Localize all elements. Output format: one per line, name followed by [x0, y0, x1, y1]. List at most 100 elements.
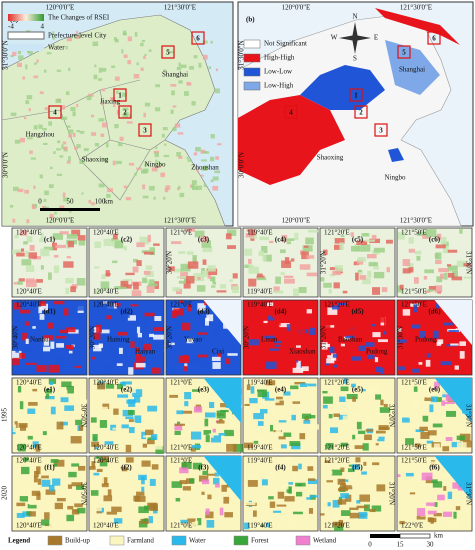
rsei-patch: [210, 179, 214, 183]
texture: [462, 440, 473, 448]
texture: [436, 397, 442, 402]
texture: [40, 380, 45, 384]
texture: [283, 391, 291, 396]
texture: [362, 312, 368, 317]
texture: [179, 467, 189, 474]
legend-swatch: [109, 535, 125, 546]
texture: [16, 502, 26, 507]
rsei-patch: [28, 50, 34, 55]
texture: [435, 303, 440, 309]
scale-label: 100: [95, 198, 106, 206]
texture: [187, 261, 199, 269]
rsei-patch: [177, 132, 184, 135]
texture: [249, 398, 258, 404]
texture: [190, 446, 196, 452]
rsei-patch: [39, 174, 43, 179]
texture: [35, 279, 43, 283]
texture: [301, 341, 312, 350]
rsei-patch: [94, 142, 99, 147]
texture: [191, 444, 201, 449]
texture: [456, 260, 467, 268]
texture: [285, 238, 295, 241]
texture: [180, 271, 189, 279]
texture: [44, 512, 50, 520]
rsei-patch: [31, 204, 36, 210]
coord-label: 30°50'N: [79, 482, 87, 505]
map-b-low-low: [300, 65, 385, 110]
texture: [125, 385, 136, 393]
texture: [275, 276, 282, 284]
rsei-patch: [59, 155, 64, 158]
lat-label: 30°0'0"N: [2, 152, 10, 178]
texture: [442, 322, 453, 326]
texture: [153, 243, 160, 246]
rsei-patch: [38, 124, 43, 129]
study-box: [113, 88, 127, 102]
panel-label: (d6): [428, 308, 441, 316]
rsei-patch: [196, 185, 202, 190]
texture: [94, 333, 101, 340]
texture: [94, 241, 102, 249]
texture: [272, 400, 280, 403]
lat-label: 30°0'0"N: [238, 152, 246, 178]
texture: [243, 304, 253, 312]
rsei-patch: [33, 75, 39, 79]
texture: [121, 424, 129, 429]
rsei-patch: [106, 193, 111, 198]
rsei-patch: [88, 93, 94, 97]
texture: [224, 433, 234, 437]
texture: [44, 395, 55, 400]
texture: [381, 287, 388, 293]
rsei-patch: [43, 69, 47, 73]
coord-label: 120°40'E: [16, 288, 42, 296]
texture: [385, 302, 394, 307]
texture: [284, 484, 290, 490]
texture: [309, 472, 317, 479]
texture: [342, 290, 348, 294]
texture: [19, 230, 28, 236]
texture: [142, 277, 147, 283]
texture: [66, 514, 75, 522]
texture: [97, 302, 104, 310]
texture: [154, 316, 162, 321]
coord-label: 119°40'E: [247, 379, 273, 387]
texture: [380, 399, 384, 406]
texture: [433, 520, 444, 523]
texture: [270, 317, 281, 326]
rsei-patch: [202, 54, 208, 60]
texture: [170, 520, 181, 528]
texture: [58, 358, 65, 367]
texture: [94, 266, 100, 269]
texture: [256, 437, 264, 443]
place-label: Yuyao: [184, 336, 202, 344]
texture: [28, 252, 37, 259]
texture: [375, 430, 386, 434]
place-label: Pudong: [366, 348, 388, 356]
rsei-patch: [186, 156, 189, 160]
texture: [23, 241, 28, 245]
coord-label: 31°20'N: [387, 482, 395, 505]
rsei-patch: [66, 125, 71, 128]
rsei-patch: [42, 127, 47, 131]
texture: [121, 381, 132, 385]
panel-label: (d1): [43, 308, 56, 316]
texture: [133, 258, 138, 263]
texture: [337, 488, 349, 492]
legend-max: 4: [41, 23, 45, 31]
rsei-patch: [179, 192, 185, 198]
texture: [177, 421, 181, 424]
texture: [184, 391, 192, 400]
rsei-patch: [16, 62, 22, 68]
texture: [93, 505, 102, 512]
rsei-patch: [164, 187, 169, 193]
texture: [455, 506, 461, 511]
texture: [378, 436, 385, 440]
texture: [120, 280, 129, 288]
rsei-patch: [70, 107, 76, 112]
texture: [114, 518, 123, 524]
rsei-patch: [193, 55, 198, 59]
rsei-patch: [14, 139, 21, 144]
texture: [206, 519, 215, 528]
rsei-patch: [79, 131, 85, 134]
texture: [409, 492, 416, 495]
